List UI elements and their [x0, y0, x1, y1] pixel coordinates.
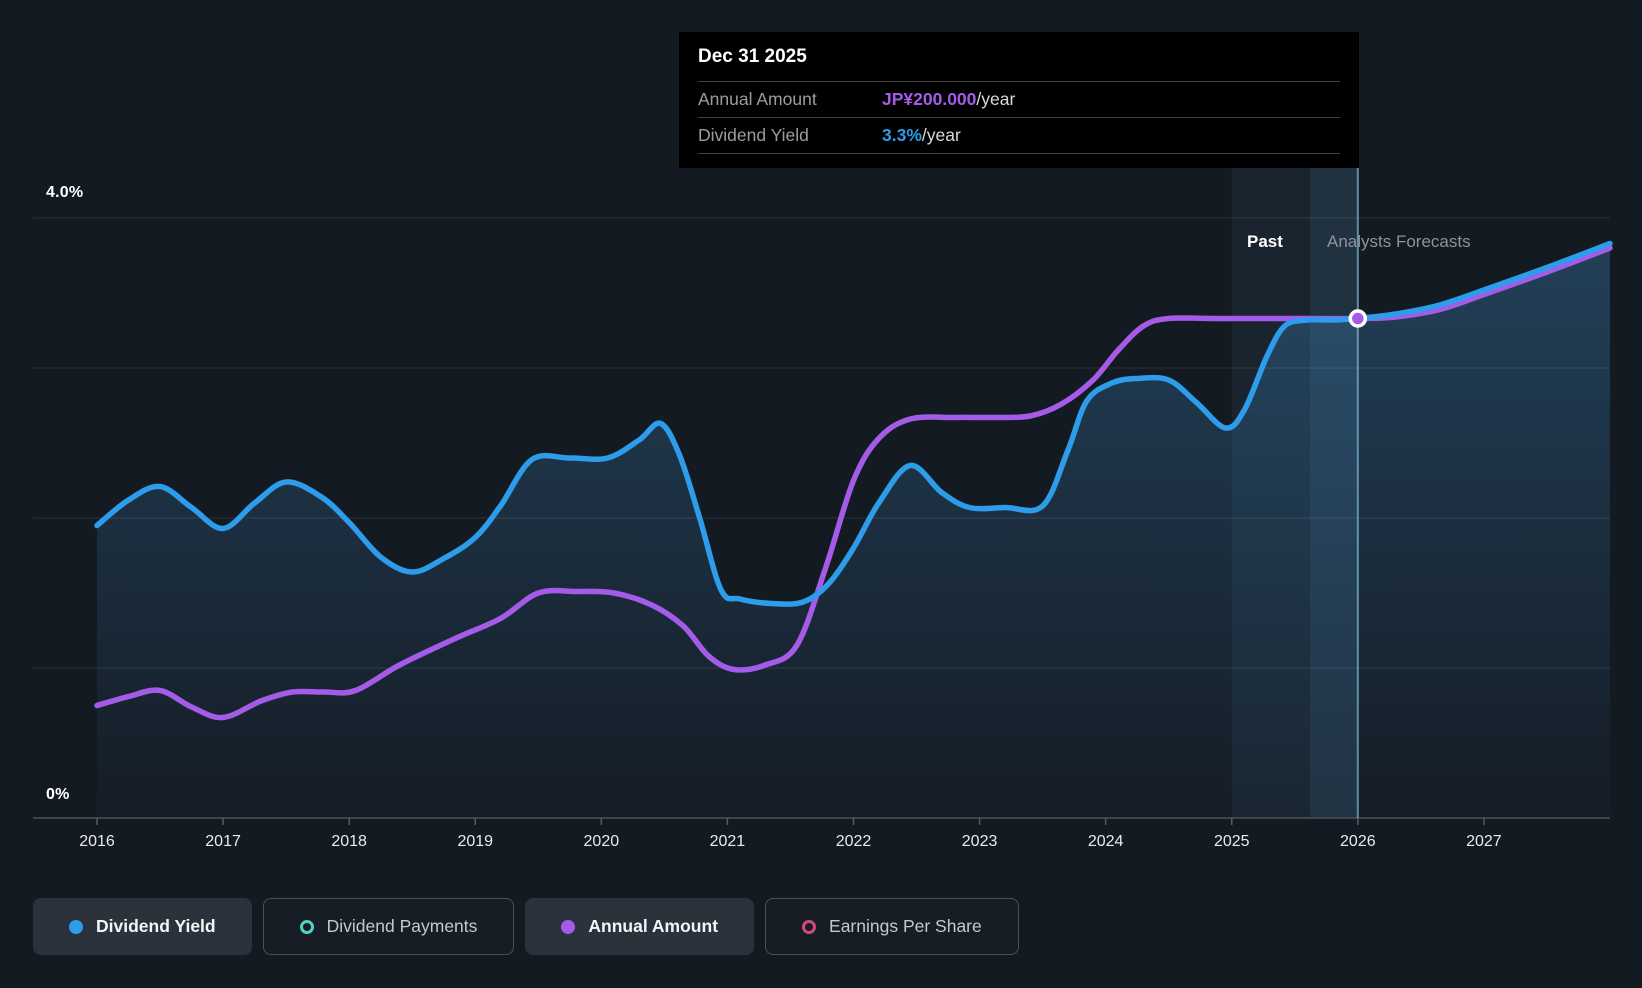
- tooltip-row-value: JP¥200.000: [882, 89, 977, 109]
- dividend-yield-area: [97, 243, 1610, 818]
- earnings-per-share-swatch-icon: [802, 919, 817, 934]
- x-axis-label-2022: 2022: [835, 833, 872, 850]
- x-axis-label-2018: 2018: [331, 833, 367, 850]
- annual-amount-swatch-icon: [561, 919, 576, 934]
- x-axis-label-2017: 2017: [205, 833, 241, 850]
- legend-button-dividend-payments[interactable]: Dividend Payments: [262, 898, 515, 955]
- tooltip-row-annual-amount: Annual Amount JP¥200.000/year: [698, 81, 1340, 117]
- x-axis-label-2024: 2024: [1087, 833, 1124, 850]
- x-axis-label-2026: 2026: [1340, 833, 1376, 850]
- tooltip-row-value: 3.3%: [882, 125, 922, 145]
- x-axis-label-2020: 2020: [583, 833, 620, 850]
- past-region-label: Past: [1247, 232, 1283, 251]
- selected-point-marker: [1348, 309, 1368, 328]
- y-axis-label-zero: 0%: [46, 786, 70, 803]
- tooltip-row-label: Annual Amount: [698, 89, 817, 109]
- dividend-yield-swatch-icon: [69, 919, 83, 934]
- chart-legend: Dividend Yield Dividend Payments Annual Am…: [33, 898, 1019, 955]
- legend-label-earnings-per-share: Earnings Per Share: [829, 916, 982, 936]
- x-axis-label-2025: 2025: [1213, 833, 1250, 850]
- y-axis-label-top: 4.0%: [46, 184, 84, 201]
- legend-button-annual-amount[interactable]: Annual Amount: [525, 898, 755, 955]
- tooltip-row-label: Dividend Yield: [698, 125, 809, 145]
- dividend-yield-line: [94, 240, 1613, 607]
- legend-label-dividend-yield: Dividend Yield: [96, 916, 216, 936]
- legend-button-earnings-per-share[interactable]: Earnings Per Share: [765, 898, 1019, 955]
- legend-label-annual-amount: Annual Amount: [588, 916, 719, 936]
- legend-button-dividend-yield[interactable]: Dividend Yield: [33, 898, 252, 955]
- chart-tooltip: Dec 31 2025 Annual Amount JP¥200.000/year…: [679, 32, 1359, 168]
- tooltip-row-suffix: /year: [921, 125, 961, 145]
- x-axis-label-2023: 2023: [961, 833, 998, 850]
- tooltip-row-dividend-yield: Dividend Yield 3.3%/year: [698, 117, 1340, 153]
- x-axis-label-2027: 2027: [1466, 833, 1502, 850]
- legend-label-dividend-payments: Dividend Payments: [326, 916, 478, 936]
- tooltip-date: Dec 31 2025: [698, 46, 807, 67]
- x-axis-label-2019: 2019: [457, 833, 494, 850]
- x-axis-label-2021: 2021: [709, 833, 746, 850]
- forecast-region-label: Analysts Forecasts: [1327, 232, 1471, 251]
- tooltip-row-suffix: /year: [976, 89, 1016, 109]
- x-axis-label-2016: 2016: [79, 833, 115, 850]
- annual-amount-line: [94, 245, 1613, 721]
- tooltip-divider: [698, 153, 1340, 154]
- dividend-payments-swatch-icon: [299, 919, 314, 934]
